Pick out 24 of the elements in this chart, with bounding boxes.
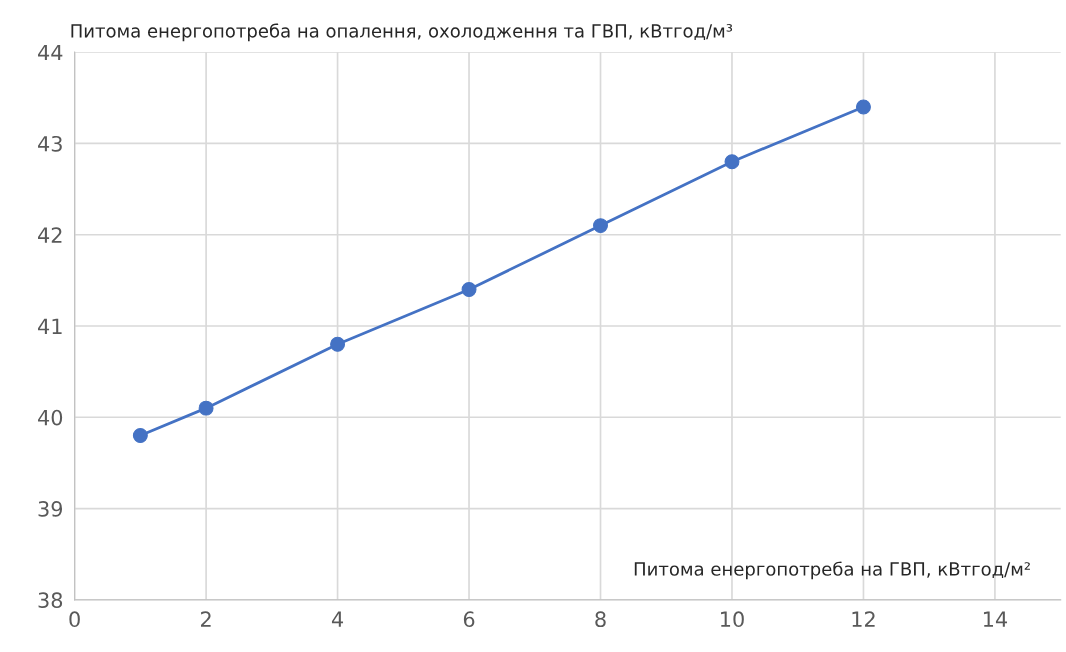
x-tick-label: 10 xyxy=(721,611,744,628)
point xyxy=(724,154,740,170)
y-tick-label: 44 xyxy=(38,44,63,61)
y-tick-label: 39 xyxy=(38,501,63,517)
point xyxy=(461,282,477,297)
x-tick-label: 14 xyxy=(983,611,1008,627)
x-tick-label: 4 xyxy=(331,611,344,627)
point xyxy=(593,218,608,234)
x-axis-title: Питома енергопотреба на ГВП, кВтгод/м² xyxy=(634,561,1030,580)
point xyxy=(330,336,346,352)
y-tick-label: 41 xyxy=(38,318,62,334)
point xyxy=(132,428,148,443)
y-tick-label: 40 xyxy=(38,409,63,426)
point xyxy=(198,400,214,416)
y-tick-label: 42 xyxy=(38,227,62,243)
x-tick-label: 0 xyxy=(69,611,80,628)
x-tick-label: 6 xyxy=(463,611,475,628)
y-tick-label: 43 xyxy=(38,135,62,152)
x-tick-label: 8 xyxy=(595,611,606,628)
x-tick-label: 12 xyxy=(852,611,875,627)
x-tick-label: 2 xyxy=(200,611,211,627)
point xyxy=(856,99,871,115)
y-tick-label: 38 xyxy=(38,592,63,609)
y-axis-title: Питома енергопотреба на опалення, охолодження та ГВП, кВтгод/м³ xyxy=(71,23,733,42)
